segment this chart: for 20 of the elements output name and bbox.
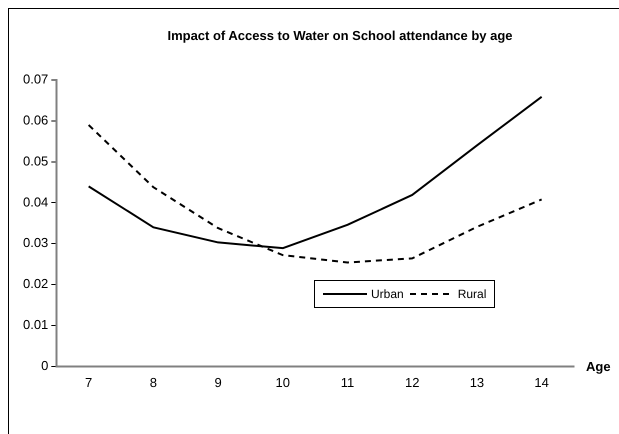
y-tick-label: 0.01 xyxy=(22,317,48,332)
y-tick-label: 0.06 xyxy=(22,112,48,128)
y-tick-label: 0.04 xyxy=(22,194,48,210)
legend-label: Rural xyxy=(458,287,486,302)
y-tick-label: 0.03 xyxy=(22,235,48,250)
legend-label: Urban xyxy=(371,287,404,302)
x-axis-title: Age xyxy=(586,358,611,374)
y-tick-label: 0.07 xyxy=(22,72,48,87)
x-tick-label: 14 xyxy=(534,374,549,390)
x-tick-label: 8 xyxy=(150,374,157,390)
y-tick-label: 0.02 xyxy=(22,276,48,292)
y-tick-label: 0 xyxy=(41,358,48,373)
x-tick-label: 11 xyxy=(340,374,354,390)
x-tick-label: 7 xyxy=(85,374,92,390)
chart-title: Impact of Access to Water on School attendance by age xyxy=(166,28,514,43)
y-tick-label: 0.05 xyxy=(22,153,48,168)
x-tick-label: 12 xyxy=(404,374,420,390)
x-tick-label: 10 xyxy=(276,374,290,390)
x-tick-label: 9 xyxy=(214,374,222,390)
x-tick-label: 13 xyxy=(470,374,484,390)
